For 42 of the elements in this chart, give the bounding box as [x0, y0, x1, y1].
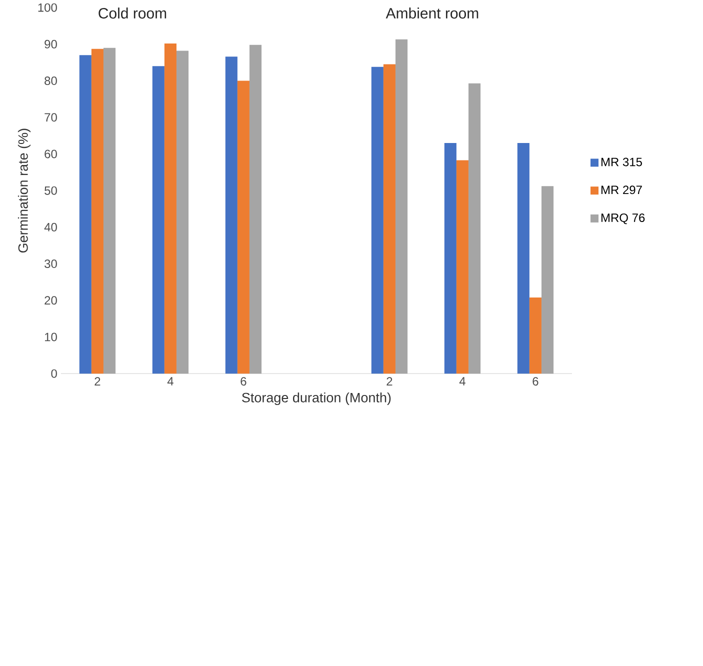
- bar: [371, 66, 384, 374]
- annotation: Ambient room: [386, 7, 478, 18]
- x-tick-label: 2: [94, 376, 100, 386]
- x-tick-label: 6: [532, 376, 538, 386]
- bar: [103, 48, 116, 374]
- legend-label: MRQ 76: [601, 213, 645, 224]
- x-axis-title: Storage duration (Month): [242, 392, 391, 405]
- bar: [237, 80, 250, 374]
- x-tick-label: 4: [167, 376, 174, 386]
- y-tick-label: 100: [38, 3, 57, 12]
- y-tick-label: 90: [44, 40, 57, 48]
- legend-label: MR 315: [601, 158, 642, 166]
- annotation: Cold room: [98, 7, 166, 18]
- bar: [152, 66, 164, 374]
- bar: [164, 43, 176, 374]
- bar: [517, 142, 530, 374]
- y-tick-label: 0: [51, 369, 57, 378]
- y-tick-label: 10: [44, 332, 57, 342]
- bar: [176, 50, 189, 374]
- bar: [91, 48, 104, 374]
- bar: [225, 56, 238, 374]
- y-tick-label: 30: [44, 259, 57, 268]
- legend-label: MR 297: [601, 185, 642, 194]
- x-tick-label: 6: [240, 376, 246, 386]
- bar: [444, 142, 456, 374]
- y-axis-title: Germination rate (%): [18, 128, 31, 252]
- bar: [529, 297, 542, 374]
- bar: [541, 186, 554, 374]
- y-tick-label: 60: [44, 150, 57, 158]
- bar: [249, 44, 262, 374]
- bar: [456, 160, 468, 374]
- x-tick-label: 4: [459, 376, 466, 386]
- bar: [383, 64, 396, 374]
- bar: [395, 39, 408, 374]
- x-tick-label: 2: [386, 376, 392, 386]
- y-tick-label: 50: [44, 186, 57, 195]
- y-tick-label: 80: [44, 76, 57, 85]
- y-tick-label: 40: [44, 222, 57, 232]
- y-tick-label: 20: [44, 296, 57, 304]
- bar: [79, 54, 92, 374]
- y-tick-label: 70: [44, 112, 57, 122]
- bar: [468, 83, 481, 374]
